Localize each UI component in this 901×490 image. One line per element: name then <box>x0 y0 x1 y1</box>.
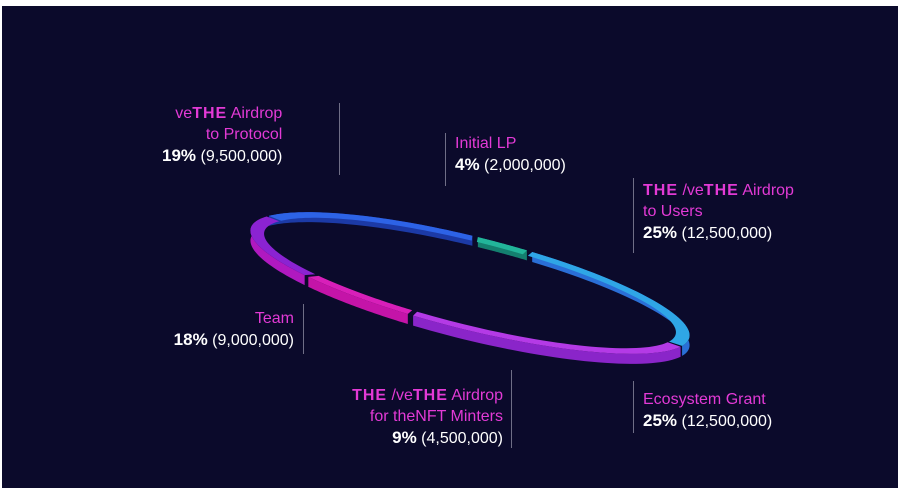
label-title-line1: THE /veTHE Airdrop <box>643 182 794 199</box>
ring-segment-side <box>268 212 473 246</box>
label-percent: 18% <box>173 330 208 349</box>
label-amount: (9,000,000) <box>212 332 294 349</box>
label-percent: 4% <box>455 155 480 174</box>
label-amount: (9,500,000) <box>200 148 283 165</box>
label-amount: (4,500,000) <box>421 430 503 447</box>
label-title-line2: to Users <box>643 203 703 220</box>
label-amount: (12,500,000) <box>681 413 773 430</box>
slice-label-users-airdrop: THE /veTHE Airdrop to Users 25% (12,500,… <box>643 180 794 244</box>
label-amount: (12,500,000) <box>681 225 773 242</box>
chart-panel: veTHE Airdrop to Protocol 19% (9,500,000… <box>2 6 898 488</box>
label-divider <box>445 133 446 186</box>
label-percent: 25% <box>643 411 678 430</box>
label-divider <box>511 370 512 448</box>
ring-segment <box>308 275 413 315</box>
label-title-line1: Initial LP <box>455 135 517 152</box>
slice-label-ecosystem-grant: Ecosystem Grant 25% (12,500,000) <box>643 389 772 432</box>
label-title-line1: veTHE Airdrop <box>175 105 283 122</box>
label-title-line1: Ecosystem Grant <box>643 391 766 408</box>
label-amount: (2,000,000) <box>484 157 566 174</box>
slice-label-protocol-airdrop: veTHE Airdrop to Protocol 19% (9,500,000… <box>162 103 282 167</box>
label-divider <box>303 304 304 354</box>
slice-label-initial-lp: Initial LP 4% (2,000,000) <box>455 133 566 176</box>
ring-segment <box>268 212 473 241</box>
label-title-line2: for theNFT Minters <box>369 408 503 425</box>
label-percent: 25% <box>643 223 678 242</box>
ring-segment <box>476 237 527 255</box>
ring-segment-side <box>413 315 681 364</box>
label-divider <box>633 381 634 433</box>
ring-segment <box>413 311 681 354</box>
label-divider <box>633 178 634 253</box>
ring-segment <box>250 216 316 276</box>
label-title-line2: to Protocol <box>205 126 283 143</box>
label-divider <box>339 103 340 175</box>
donut-ring-chart <box>250 212 690 364</box>
label-title-line1: THE /veTHE Airdrop <box>352 387 503 404</box>
label-percent: 9% <box>392 428 417 447</box>
ring-segment-side <box>308 276 408 325</box>
label-percent: 19% <box>162 146 197 165</box>
slice-label-team: Team 18% (9,000,000) <box>152 308 294 351</box>
ring-segment-side <box>532 251 690 356</box>
label-title-line1: Team <box>254 310 294 327</box>
slice-label-nft-minters-airdrop: THE /veTHE Airdrop for theNFT Minters 9%… <box>320 385 503 449</box>
